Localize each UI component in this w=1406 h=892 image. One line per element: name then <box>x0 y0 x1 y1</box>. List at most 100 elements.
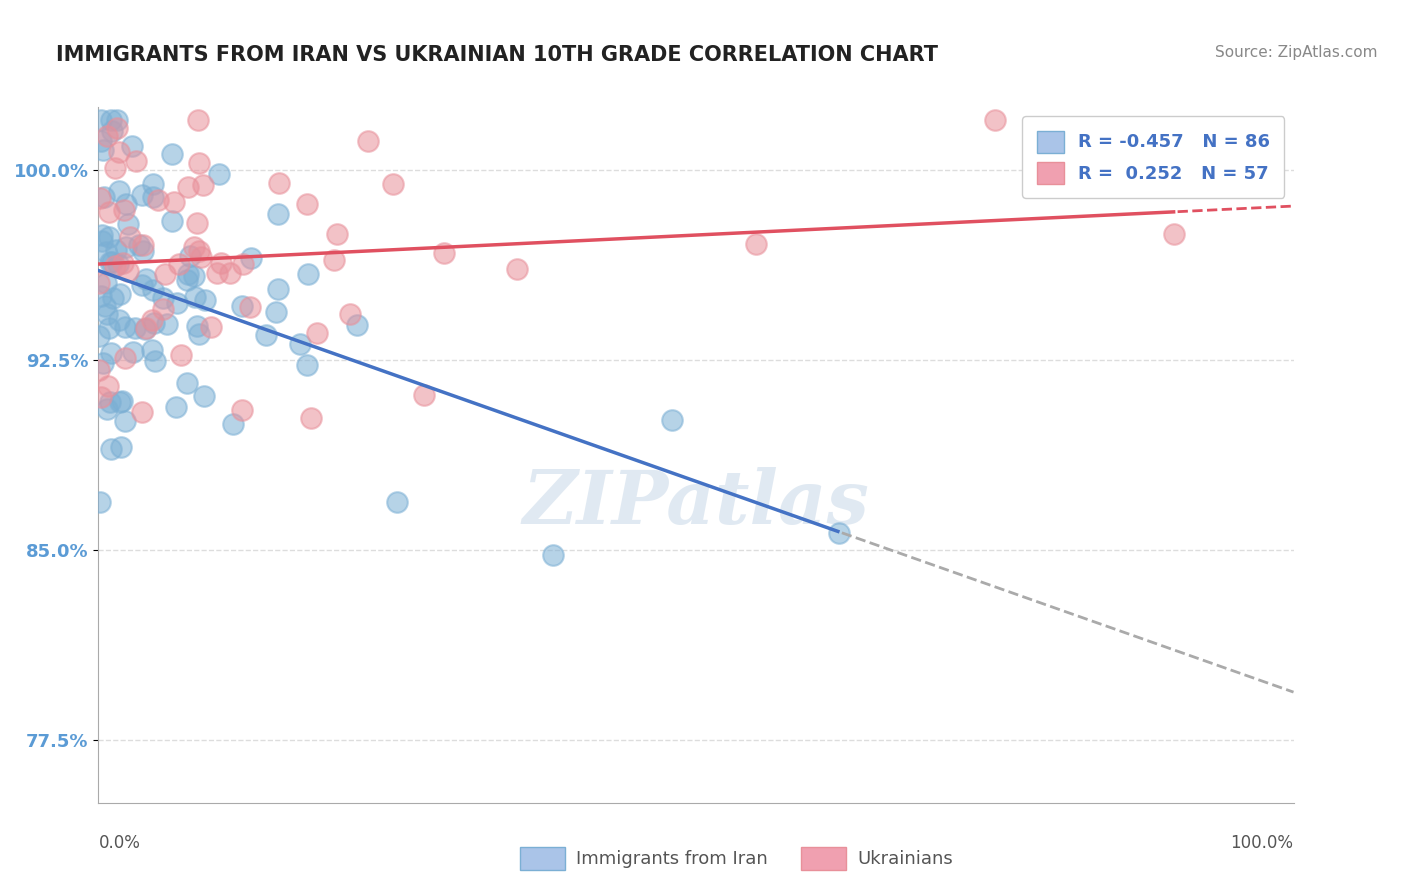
Point <box>105 243 128 257</box>
Point <box>117 218 139 232</box>
Point <box>105 120 128 135</box>
Text: ZIPatlas: ZIPatlas <box>523 467 869 540</box>
Point <box>97 378 120 392</box>
Point <box>87 363 110 377</box>
Point <box>114 320 136 334</box>
Point <box>828 525 851 540</box>
Point <box>412 388 434 402</box>
Point <box>160 214 183 228</box>
Point <box>222 417 245 431</box>
Point <box>160 146 183 161</box>
Point <box>184 291 207 305</box>
Point <box>186 318 208 333</box>
Point <box>156 317 179 331</box>
Point <box>194 293 217 307</box>
Point <box>134 322 156 336</box>
Point <box>117 263 139 277</box>
Point <box>166 296 188 310</box>
Point <box>111 394 134 409</box>
Point <box>176 273 198 287</box>
Point <box>299 410 322 425</box>
Point <box>96 307 118 321</box>
Point <box>98 394 121 409</box>
Point <box>307 326 329 340</box>
Point <box>91 227 114 242</box>
Point <box>132 244 155 258</box>
Point <box>97 230 120 244</box>
Point <box>200 320 222 334</box>
Point <box>323 253 346 268</box>
Text: Source: ZipAtlas.com: Source: ZipAtlas.com <box>1215 45 1378 60</box>
Point <box>100 255 122 269</box>
Point <box>112 203 135 218</box>
Point <box>179 248 201 262</box>
Point <box>153 267 176 281</box>
Point <box>105 112 128 127</box>
Point <box>131 238 153 252</box>
Point <box>239 251 262 265</box>
Point <box>108 313 131 327</box>
Point <box>269 176 291 190</box>
Point <box>385 494 409 508</box>
Point <box>90 289 112 303</box>
Point <box>143 353 166 368</box>
Point <box>191 178 214 192</box>
Point <box>267 207 290 221</box>
Point <box>96 277 118 291</box>
Point <box>114 414 136 428</box>
Point <box>254 327 277 342</box>
Point <box>984 112 1007 127</box>
Point <box>115 196 138 211</box>
Point <box>326 227 349 242</box>
Point <box>295 197 318 211</box>
Point <box>100 442 122 457</box>
Point <box>152 291 174 305</box>
Point <box>91 356 114 370</box>
Point <box>148 194 170 208</box>
Point <box>93 299 115 313</box>
Legend: R = -0.457   N = 86, R =  0.252   N = 57: R = -0.457 N = 86, R = 0.252 N = 57 <box>1022 116 1285 198</box>
Point <box>193 389 215 403</box>
Point <box>100 112 122 127</box>
Point <box>141 313 163 327</box>
Point <box>108 185 131 199</box>
Text: IMMIGRANTS FROM IRAN VS UKRAINIAN 10TH GRADE CORRELATION CHART: IMMIGRANTS FROM IRAN VS UKRAINIAN 10TH G… <box>56 45 938 64</box>
Point <box>187 155 209 169</box>
Point <box>267 282 290 296</box>
Point <box>187 112 209 127</box>
Point <box>121 139 143 153</box>
Point <box>87 329 110 343</box>
Point <box>104 161 127 175</box>
Text: Immigrants from Iran: Immigrants from Iran <box>576 849 768 868</box>
Point <box>89 112 111 127</box>
Point <box>110 440 132 454</box>
Point <box>97 320 120 334</box>
Point <box>661 413 683 427</box>
Point <box>232 257 254 271</box>
Text: 0.0%: 0.0% <box>98 834 141 852</box>
Point <box>108 394 131 409</box>
Text: Ukrainians: Ukrainians <box>858 849 953 868</box>
Point <box>125 153 148 168</box>
Point <box>506 261 529 276</box>
Point <box>163 194 186 209</box>
Text: 100.0%: 100.0% <box>1230 834 1294 852</box>
Point <box>297 267 319 281</box>
Point <box>124 320 146 334</box>
Point <box>190 250 212 264</box>
Point <box>101 291 124 305</box>
Point <box>433 246 456 260</box>
Point <box>100 255 122 269</box>
Point <box>295 358 318 372</box>
Point <box>152 302 174 317</box>
Point <box>288 337 311 351</box>
Point <box>209 256 232 270</box>
Point <box>131 405 153 419</box>
Point <box>111 256 134 270</box>
Point <box>96 128 118 143</box>
Point <box>89 277 111 291</box>
Point <box>745 236 768 251</box>
Point <box>231 403 253 417</box>
Point <box>218 266 240 280</box>
Point <box>100 345 122 359</box>
